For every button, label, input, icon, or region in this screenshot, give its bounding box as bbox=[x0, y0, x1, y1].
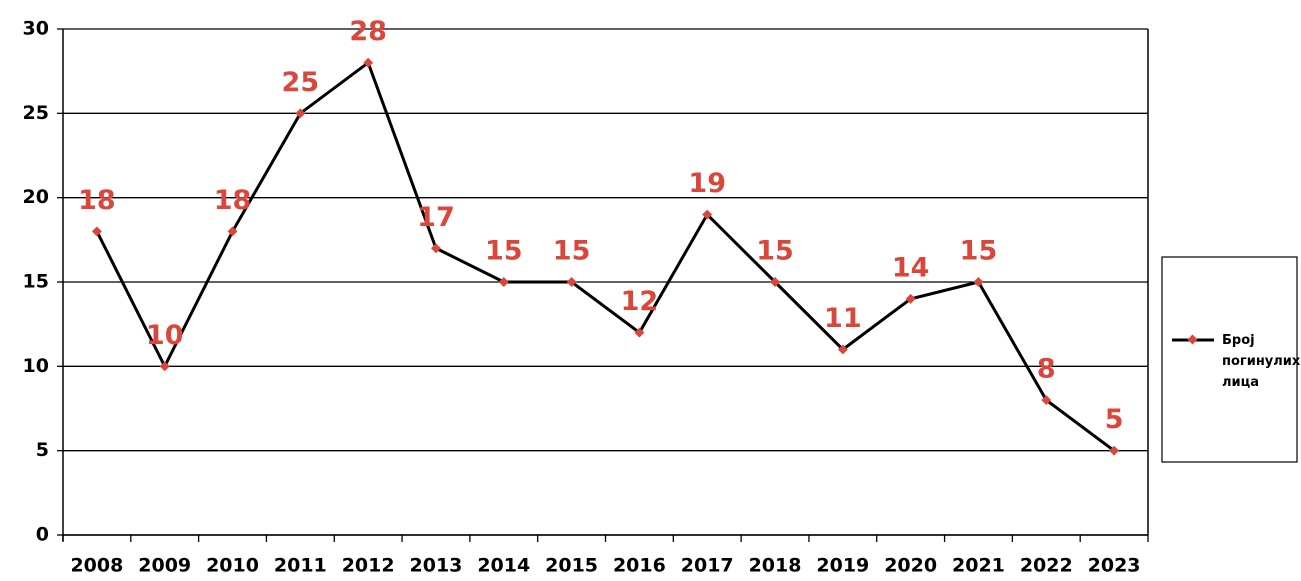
x-tick-label: 2022 bbox=[1020, 555, 1073, 577]
y-tick-label: 25 bbox=[23, 102, 49, 124]
data-label: 8 bbox=[1037, 354, 1056, 385]
point-marker bbox=[227, 226, 238, 237]
point-marker bbox=[566, 277, 577, 287]
point-marker bbox=[634, 327, 645, 338]
data-label: 14 bbox=[892, 252, 930, 283]
point-marker bbox=[905, 293, 916, 304]
x-tick-label: 2019 bbox=[816, 555, 869, 577]
y-tick-label: 15 bbox=[23, 271, 49, 293]
point-marker bbox=[91, 226, 102, 237]
data-label: 15 bbox=[960, 236, 998, 267]
data-label: 10 bbox=[146, 320, 184, 351]
data-label: 28 bbox=[349, 16, 387, 47]
data-label: 12 bbox=[621, 286, 659, 317]
data-label: 17 bbox=[417, 202, 455, 233]
x-tick-label: 2015 bbox=[545, 555, 598, 577]
x-tick-label: 2023 bbox=[1088, 555, 1141, 577]
x-tick-label: 2014 bbox=[477, 555, 530, 577]
x-tick-label: 2018 bbox=[749, 555, 802, 577]
y-tick-label: 10 bbox=[23, 355, 49, 377]
data-label: 5 bbox=[1105, 404, 1124, 435]
series-line bbox=[95, 60, 1115, 452]
y-tick-label: 30 bbox=[23, 18, 49, 40]
x-tick-label: 2012 bbox=[342, 555, 395, 577]
data-label: 19 bbox=[688, 168, 726, 199]
x-tick-label: 2010 bbox=[206, 555, 259, 577]
x-tick-label: 2016 bbox=[613, 555, 666, 577]
data-label: 15 bbox=[485, 236, 523, 267]
point-marker bbox=[1041, 395, 1052, 406]
x-tick-label: 2017 bbox=[681, 555, 734, 577]
y-tick-label: 0 bbox=[36, 524, 49, 546]
x-tick-label: 2011 bbox=[274, 555, 327, 577]
point-marker bbox=[702, 209, 713, 220]
x-tick-label: 2020 bbox=[884, 555, 937, 577]
x-tick-label: 2013 bbox=[410, 555, 463, 577]
x-tick-label: 2009 bbox=[138, 555, 191, 577]
data-label: 25 bbox=[282, 67, 320, 98]
x-tick-label: 2021 bbox=[952, 555, 1005, 577]
legend-marker bbox=[1187, 334, 1198, 345]
point-marker bbox=[1109, 445, 1120, 456]
data-label: 15 bbox=[756, 236, 794, 267]
point-marker bbox=[431, 243, 441, 254]
legend-label: Број погинулих лица bbox=[1222, 333, 1301, 390]
point-marker bbox=[837, 344, 848, 355]
y-tick-label: 20 bbox=[23, 186, 49, 208]
data-label: 11 bbox=[824, 303, 862, 334]
point-marker bbox=[159, 361, 170, 372]
y-tick-label: 5 bbox=[36, 439, 49, 461]
data-label: 18 bbox=[214, 185, 252, 216]
point-marker bbox=[973, 277, 984, 287]
x-tick-label: 2008 bbox=[70, 555, 123, 577]
point-marker bbox=[770, 277, 780, 287]
data-label: 15 bbox=[553, 236, 591, 267]
legend-box bbox=[1161, 256, 1298, 463]
point-marker bbox=[498, 277, 509, 287]
data-label: 18 bbox=[78, 185, 116, 216]
